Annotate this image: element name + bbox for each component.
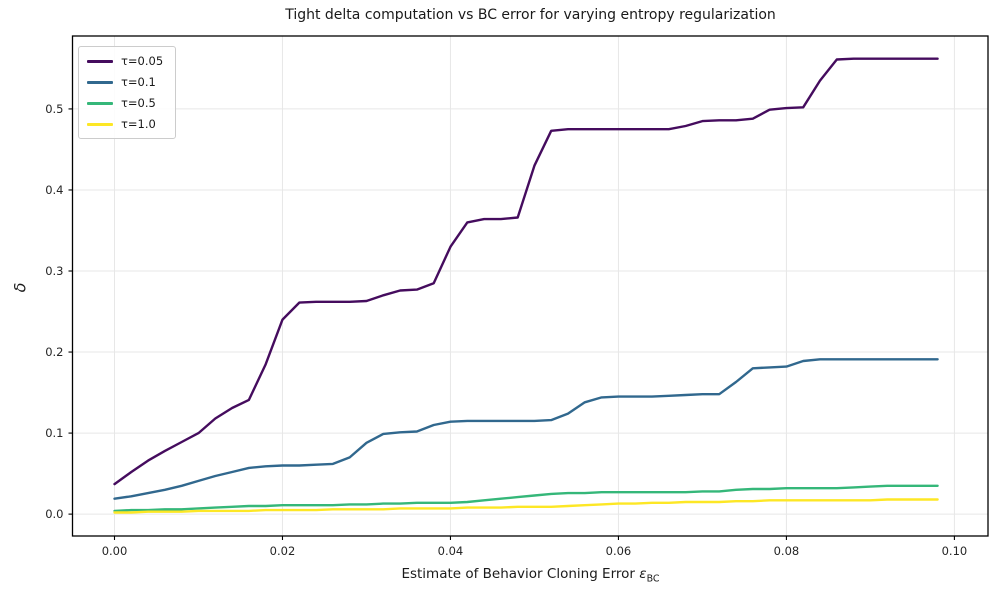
legend-line-swatch-icon	[87, 101, 113, 105]
legend-item: τ=0.5	[87, 95, 163, 111]
legend-item: τ=0.05	[87, 53, 163, 69]
legend-line-swatch-icon	[87, 80, 113, 84]
legend-line-swatch-icon	[87, 59, 113, 63]
x-tick-label: 0.02	[270, 544, 296, 558]
x-axis-label-text: Estimate of Behavior Cloning Error	[401, 566, 640, 582]
x-tick-label: 0.08	[774, 544, 800, 558]
epsilon-symbol: ε	[639, 566, 647, 582]
x-axis-label: Estimate of Behavior Cloning Error εBC	[73, 566, 988, 585]
legend-label: τ=0.05	[121, 54, 164, 68]
y-tick-label: 0.4	[45, 183, 63, 197]
series-line-1	[113, 358, 939, 500]
y-tick-label: 0.2	[45, 345, 63, 359]
y-tick-label: 0.0	[45, 507, 63, 521]
x-tick-label: 0.10	[942, 544, 968, 558]
legend-label: τ=1.0	[121, 117, 156, 131]
chart-title: Tight delta computation vs BC error for …	[285, 7, 776, 23]
x-axis-label-subscript: BC	[646, 573, 660, 585]
series-line-2	[113, 484, 939, 513]
plot-border	[71, 35, 989, 537]
legend-line-swatch-icon	[87, 122, 113, 126]
series-line-3	[113, 498, 939, 514]
series-line-0	[113, 57, 939, 486]
legend: τ=0.05 τ=0.1 τ=0.5 τ=1.0	[78, 46, 177, 139]
legend-label: τ=0.5	[121, 96, 156, 110]
y-tick-label: 0.3	[45, 264, 63, 278]
legend-item: τ=1.0	[87, 116, 163, 132]
y-tick-label: 0.5	[45, 102, 63, 116]
x-tick-label: 0.00	[102, 544, 128, 558]
legend-label: τ=0.1	[121, 75, 156, 89]
y-tick-label: 0.1	[45, 426, 63, 440]
x-tick-label: 0.04	[438, 544, 464, 558]
y-axis-label: δ	[10, 282, 30, 293]
x-tick-label: 0.06	[606, 544, 632, 558]
legend-item: τ=0.1	[87, 74, 163, 90]
